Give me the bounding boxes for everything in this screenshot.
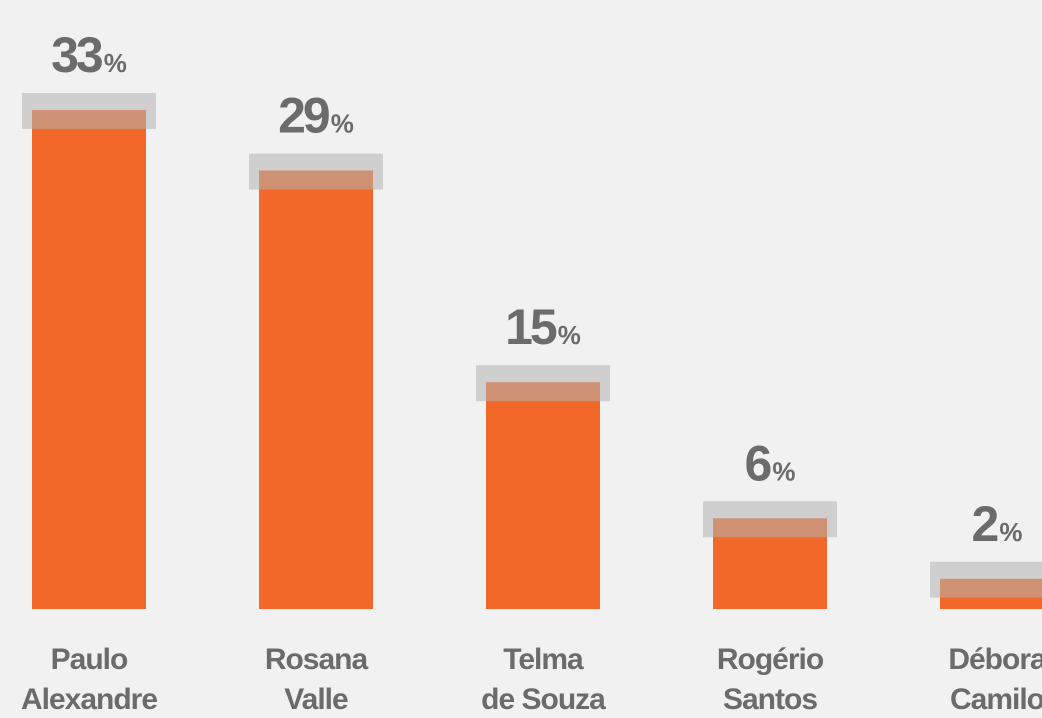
category-label: Rosana	[265, 643, 369, 676]
value-label: 29%	[278, 88, 354, 144]
category-label: Débora	[948, 643, 1042, 676]
bar	[259, 170, 373, 609]
value-label: 33%	[51, 27, 127, 83]
bar-cap	[930, 561, 1042, 598]
bar-cap	[476, 365, 610, 402]
value-label: 2%	[972, 496, 1023, 552]
category-label: Camilo	[950, 683, 1042, 716]
bar-cap	[703, 501, 837, 538]
bar-cap	[22, 93, 156, 130]
category-label: Santos	[723, 683, 817, 716]
bar	[486, 382, 600, 609]
category-label: Alexandre	[21, 683, 157, 716]
category-label: de Souza	[481, 683, 606, 716]
value-label: 6%	[745, 435, 796, 491]
bar-cap	[249, 153, 383, 190]
category-label: Telma	[503, 643, 584, 676]
bar	[32, 110, 146, 609]
category-label: Paulo	[51, 643, 128, 676]
value-label: 15%	[505, 299, 581, 355]
category-label: Valle	[284, 683, 348, 716]
category-label: Rogério	[717, 643, 824, 676]
